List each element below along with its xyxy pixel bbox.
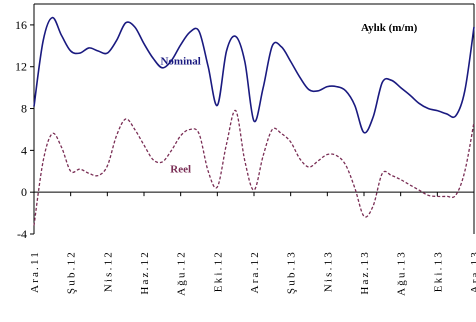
x-tick-label: Haz.12 <box>139 250 151 295</box>
y-tick-label: 4 <box>21 143 27 157</box>
y-tick-label: -4 <box>17 227 27 241</box>
y-tick-label: 0 <box>21 185 27 199</box>
x-tick-label: Ara.12 <box>249 250 261 293</box>
x-tick-label: Nis.12 <box>102 250 114 292</box>
y-tick-label: 8 <box>21 102 27 116</box>
y-tick-label: 16 <box>15 18 27 32</box>
series-line-reel <box>33 109 475 226</box>
series-layer <box>33 16 475 226</box>
chart-annotation: Aylık (m/m) <box>361 22 418 34</box>
annotations: Aylık (m/m) Nominal Reel <box>160 22 417 175</box>
x-tick-label: Ağu.13 <box>396 250 408 296</box>
x-tick-label: Eki.13 <box>432 250 444 292</box>
x-tick-label: Ara.11 <box>29 250 41 293</box>
series-label-nominal: Nominal <box>160 56 200 68</box>
y-tick-label: 12 <box>15 60 27 74</box>
series-line-nominal <box>33 16 475 134</box>
x-tick-label: Ağu.12 <box>176 250 188 296</box>
x-tick-label: Şub.13 <box>286 250 298 294</box>
y-axis: -4 0 4 8 12 16 <box>15 18 34 241</box>
x-tick-label: Haz.13 <box>359 250 371 295</box>
x-tick-label: Ara.13 <box>469 250 476 293</box>
x-tick-label: Şub.12 <box>66 250 78 294</box>
series-label-reel: Reel <box>170 163 191 175</box>
x-axis: Ara.11 Şub.12 Nis.12 Haz.12 Ağu.12 Eki.12 Ara.… <box>29 192 476 296</box>
x-tick-label: Nis.13 <box>322 250 334 292</box>
x-tick-label: Eki.12 <box>212 250 224 292</box>
